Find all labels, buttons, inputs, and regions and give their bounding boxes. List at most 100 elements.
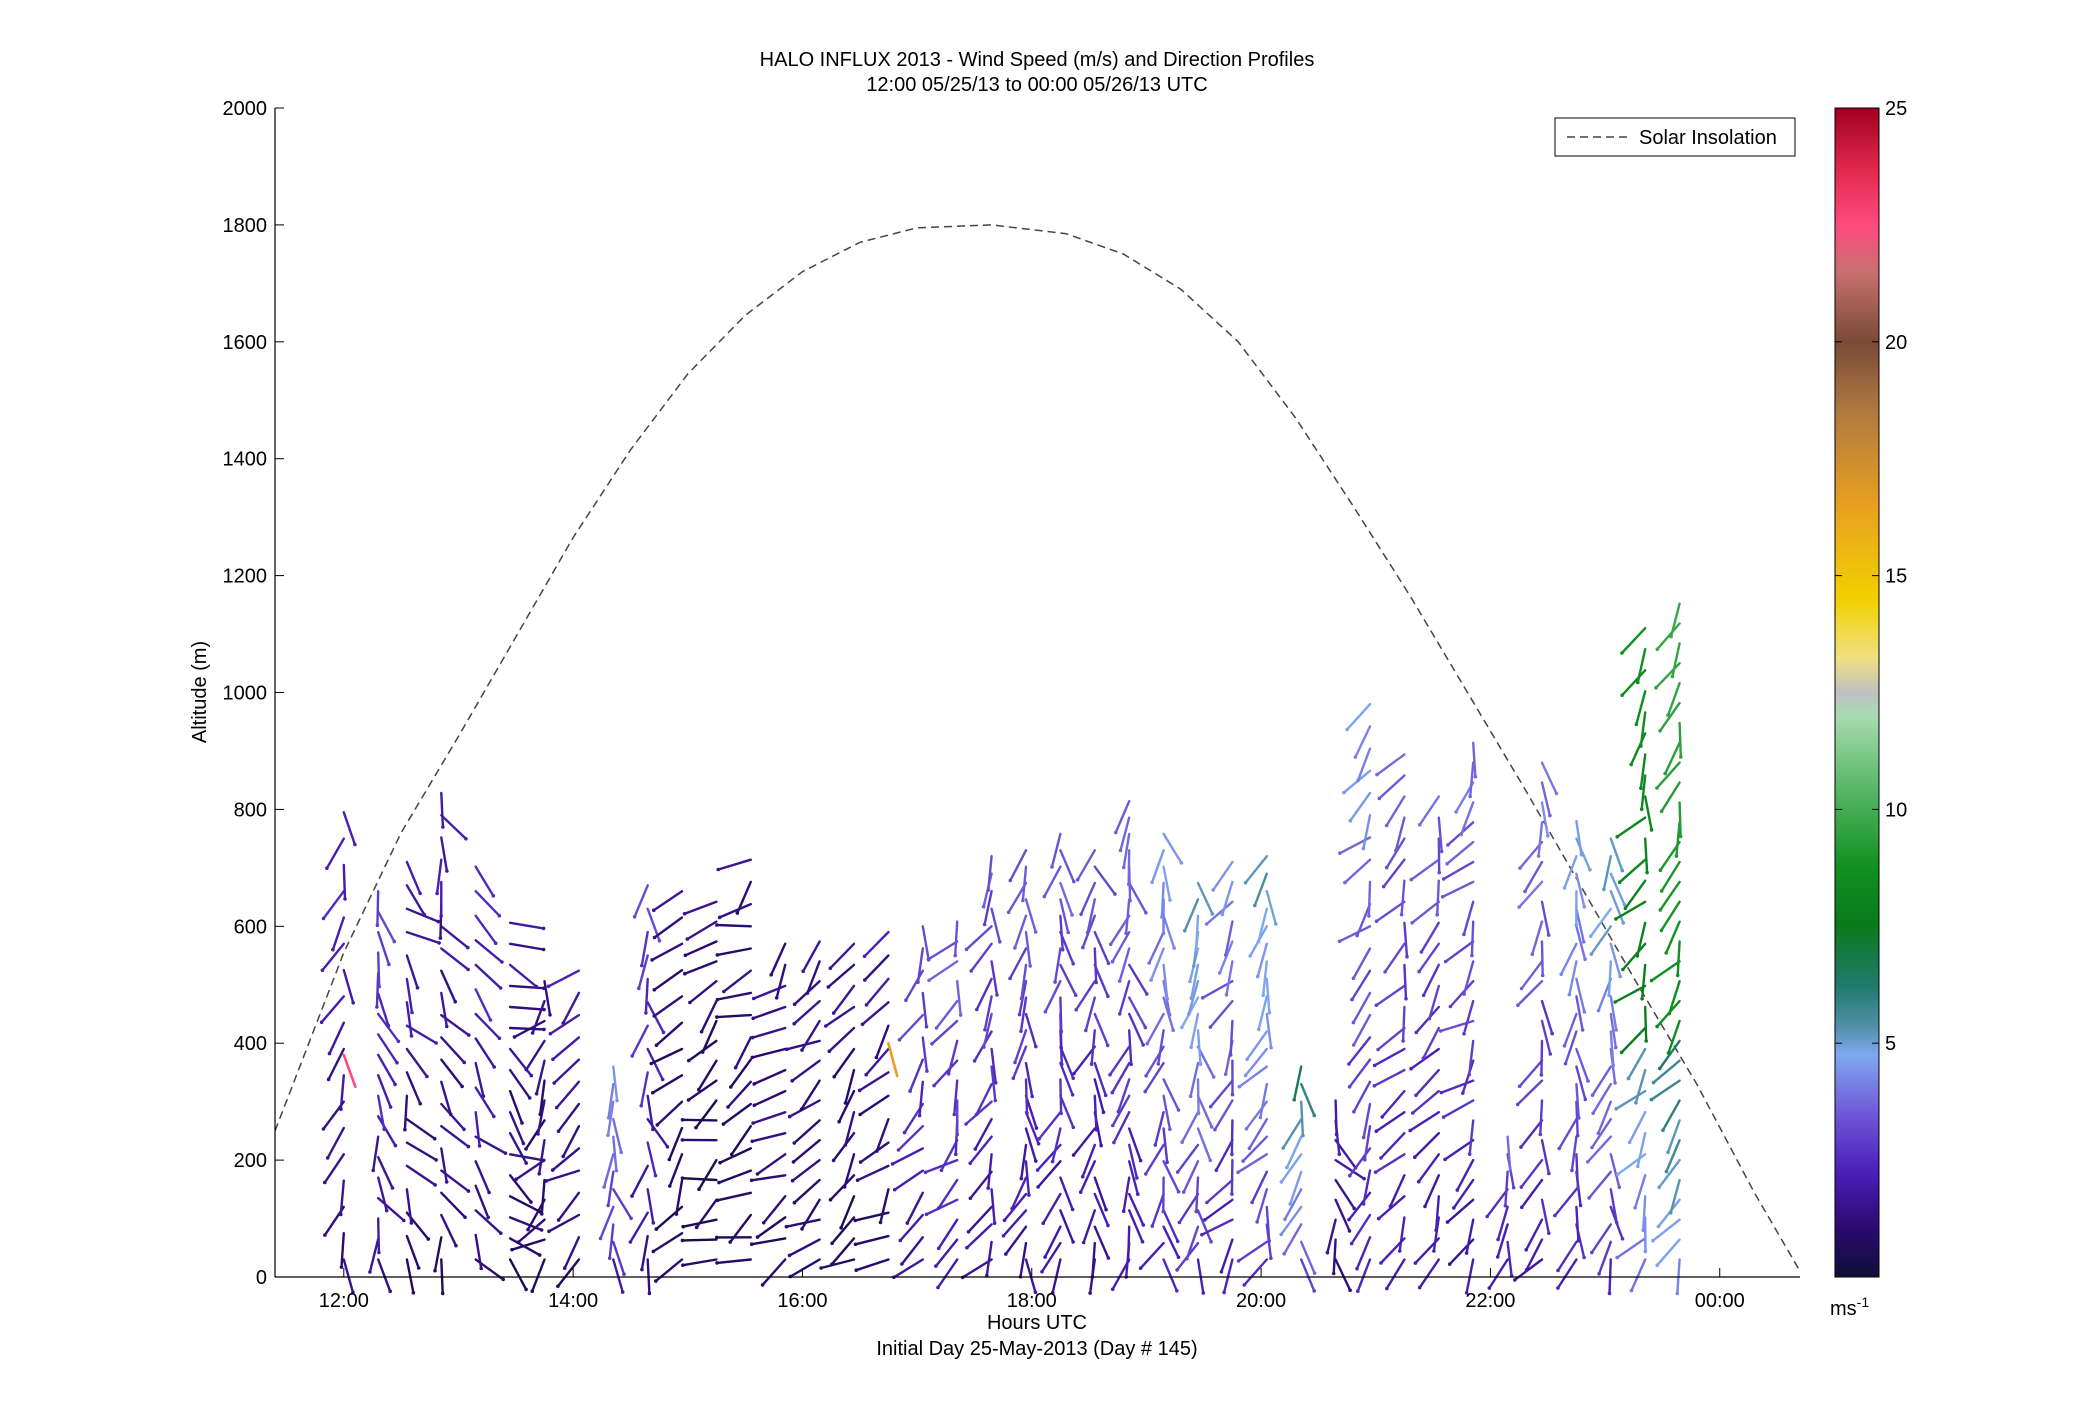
wind-vector	[1452, 1178, 1475, 1210]
wind-vector	[612, 1258, 624, 1294]
wind-vector-tip	[1622, 903, 1627, 907]
wind-vector	[440, 791, 445, 829]
wind-vector-tip	[1634, 1101, 1638, 1105]
wind-vector	[1220, 1238, 1234, 1274]
wind-vector-tip	[1548, 1052, 1553, 1056]
wind-vector	[844, 1110, 856, 1147]
wind-vector-tip	[1452, 1206, 1456, 1210]
wind-vector	[1332, 1238, 1337, 1275]
wind-vector	[753, 1089, 787, 1107]
wind-vector	[1162, 1258, 1179, 1293]
wind-vector	[1520, 1158, 1544, 1189]
wind-vector	[1537, 821, 1544, 858]
wind-vector-tip	[681, 1263, 685, 1267]
wind-vector-tip	[1614, 1045, 1618, 1050]
wind-vector	[1375, 753, 1406, 776]
wind-vector	[525, 1039, 546, 1071]
wind-vector-tip	[1546, 834, 1550, 838]
wind-vector	[925, 1198, 959, 1216]
wind-vector-tip	[715, 923, 719, 927]
wind-vector-tip	[843, 1101, 848, 1105]
wind-vector	[538, 1138, 546, 1176]
wind-vector	[377, 1155, 394, 1190]
wind-vector-tip	[416, 1266, 421, 1270]
wind-vector-tip	[1659, 809, 1664, 814]
wind-vector-tip	[537, 1253, 542, 1257]
wind-vector-tip	[1616, 1172, 1620, 1177]
wind-vector	[837, 1089, 856, 1123]
wind-vector	[970, 942, 993, 973]
wind-vector-tip	[1570, 1168, 1574, 1173]
wind-vector	[612, 1117, 623, 1154]
wind-vector	[342, 863, 347, 901]
wind-vector	[513, 1019, 546, 1039]
wind-vector-tip	[1175, 1268, 1179, 1272]
wind-vector	[1299, 1240, 1316, 1275]
wind-vector-tip	[1614, 1107, 1618, 1111]
wind-vector-tip	[857, 1088, 862, 1093]
wind-vector	[1059, 914, 1064, 951]
wind-vector	[1658, 701, 1681, 732]
wind-vector	[1229, 1019, 1234, 1057]
wind-vector-tip	[969, 969, 973, 973]
wind-vector-tip	[824, 1024, 828, 1028]
wind-vector	[508, 1110, 525, 1145]
wind-vector	[377, 930, 391, 966]
wind-vector	[1434, 1195, 1441, 1232]
wind-vector	[751, 1026, 787, 1039]
wind-vector-tip	[651, 1127, 655, 1132]
wind-vector	[990, 907, 1001, 943]
wind-vector-tip	[387, 962, 391, 967]
wind-vector-tip	[1171, 1028, 1175, 1032]
wind-vector	[405, 1001, 413, 1038]
wind-vector	[1356, 747, 1372, 782]
wind-vector	[1651, 1218, 1681, 1242]
wind-vector	[508, 1005, 546, 1011]
wind-vector	[599, 1205, 615, 1240]
wind-vector-tip	[749, 1178, 754, 1183]
wind-vector-tip	[1620, 693, 1624, 697]
wind-vector-tip	[551, 1057, 555, 1062]
wind-vector-tip	[1557, 1146, 1561, 1151]
wind-vector	[1093, 1012, 1110, 1047]
wind-vector-tip	[1379, 1156, 1383, 1160]
wind-vector-tip	[1651, 1080, 1656, 1085]
wind-vector-tip	[445, 1024, 449, 1029]
wind-vector	[1540, 1198, 1551, 1235]
wind-vector-tip	[1071, 1153, 1076, 1157]
wind-vector-tip	[1619, 1050, 1624, 1055]
colorbar-tick-label: 5	[1885, 1033, 1896, 1055]
wind-vector	[1053, 947, 1062, 984]
wind-vector	[340, 1231, 345, 1269]
wind-vector	[1665, 1138, 1681, 1173]
wind-vector-tip	[323, 1180, 327, 1185]
wind-vector-tip	[839, 1226, 843, 1230]
wind-vector-tip	[1250, 1200, 1254, 1205]
wind-vector-tip	[1279, 1180, 1284, 1184]
wind-vector-tip	[973, 1147, 978, 1151]
wind-vector-tip	[1161, 1209, 1166, 1214]
wind-vector	[1261, 960, 1269, 997]
wind-vector	[1182, 1160, 1200, 1194]
wind-vector-tip	[512, 1035, 517, 1039]
wind-vector-tip	[320, 968, 325, 972]
wind-vector-tip	[1160, 915, 1164, 919]
wind-vector-tip	[717, 1180, 721, 1185]
wind-vector	[1091, 1241, 1097, 1279]
wind-vector-tip	[1383, 970, 1387, 974]
wind-vector-tip	[1655, 1024, 1659, 1029]
wind-vector	[897, 1124, 924, 1152]
wind-vector	[1350, 969, 1372, 1001]
wind-vector-tip	[1110, 1287, 1115, 1291]
wind-vector	[1283, 1188, 1303, 1221]
wind-vector-tip	[418, 891, 422, 896]
wind-vector-tip	[1116, 1109, 1121, 1114]
wind-vector	[440, 1147, 448, 1184]
wind-vector	[1213, 1099, 1234, 1131]
wind-vector-tip	[546, 984, 551, 989]
wind-vector-tip	[1397, 1249, 1402, 1253]
wind-vector	[855, 1258, 890, 1272]
wind-vector	[1460, 801, 1475, 836]
wind-vector	[1043, 865, 1062, 898]
wind-vector	[1591, 1082, 1613, 1115]
